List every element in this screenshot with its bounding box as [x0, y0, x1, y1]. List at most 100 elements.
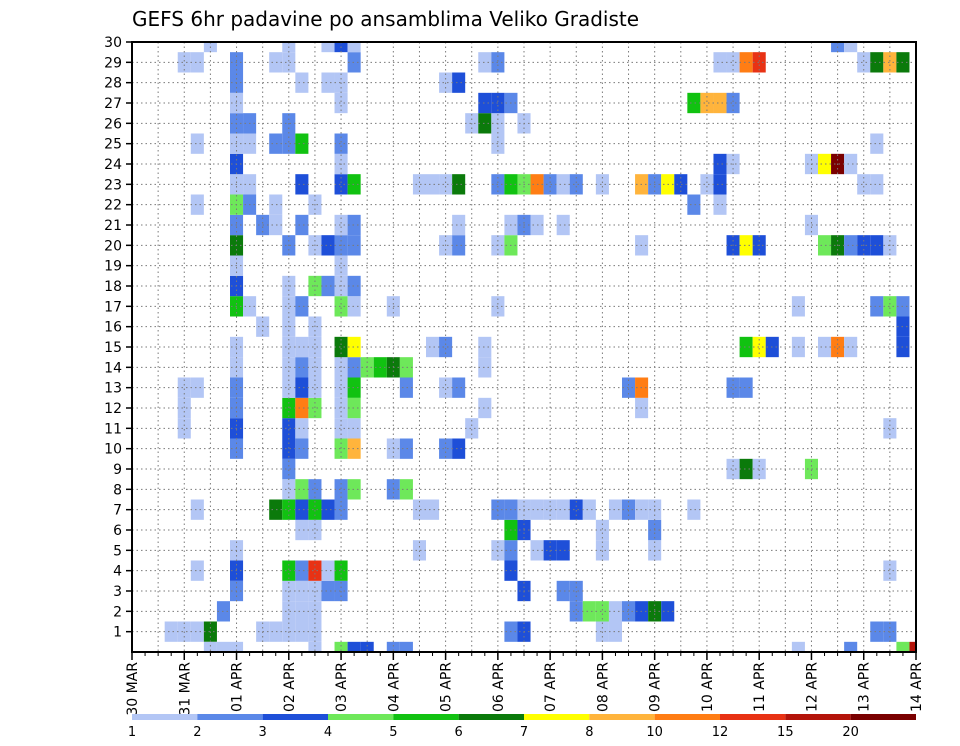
x-tick-label: 04 APR [386, 662, 402, 712]
y-tick-label: 23 [104, 177, 122, 193]
heatmap-cell [269, 621, 283, 642]
grid-lines [132, 42, 916, 652]
colorbar-swatch [654, 714, 720, 720]
heatmap-cell [687, 499, 701, 520]
heatmap-cell [412, 499, 426, 520]
heatmap-cell [844, 336, 858, 358]
y-tick-label: 20 [104, 238, 122, 254]
heatmap-cell [308, 377, 322, 398]
colorbar-swatch [132, 714, 198, 720]
heatmap-cell [726, 92, 740, 114]
heatmap-cell [386, 641, 400, 652]
heatmap-cell [282, 560, 296, 581]
y-axis-ticks: 1234567891011121314151617181920212223242… [104, 35, 132, 641]
heatmap-cell [295, 621, 309, 642]
y-tick-label: 7 [113, 503, 122, 519]
heatmap-cell [478, 336, 492, 358]
x-tick-label: 11 APR [752, 662, 768, 712]
heatmap-cell [177, 377, 191, 398]
colorbar-label: 15 [777, 725, 794, 740]
heatmap-cell [347, 641, 361, 652]
heatmap-cell [752, 52, 766, 73]
heatmap-cell [478, 52, 492, 73]
heatmap-cell [870, 235, 884, 256]
heatmap-cell [216, 641, 230, 652]
colorbar-label: 4 [324, 725, 332, 740]
x-tick-label: 08 APR [595, 662, 611, 712]
y-tick-label: 4 [113, 564, 122, 580]
heatmap-cell [883, 52, 897, 73]
heatmap-cell [399, 377, 413, 398]
heatmap-cell [190, 133, 204, 154]
heatmap-cell [595, 174, 609, 195]
colorbar-label: 10 [646, 725, 663, 740]
heatmap-cell [452, 72, 466, 93]
heatmap-cell [347, 397, 361, 419]
heatmap-cell [582, 601, 596, 622]
heatmap-cell [439, 438, 453, 459]
heatmap-cell [739, 458, 753, 480]
colorbar-swatch [197, 714, 263, 720]
heatmap-cell [295, 519, 309, 541]
heatmap-cell [282, 458, 296, 480]
heatmap-cell [818, 235, 832, 256]
heatmap-cell [818, 153, 832, 175]
heatmap-cell [308, 519, 322, 541]
heatmap-cell [857, 174, 871, 195]
heatmap-cell [412, 174, 426, 195]
heatmap-cell [282, 418, 296, 439]
heatmap-cell [622, 499, 636, 520]
heatmap-cell [190, 52, 204, 73]
heatmap-cell [713, 92, 727, 114]
y-tick-label: 22 [104, 198, 122, 214]
heatmap-cell [347, 275, 361, 297]
heatmap-cell [321, 42, 335, 53]
y-tick-label: 28 [104, 76, 122, 92]
heatmap-cell [752, 336, 766, 358]
heatmap-cell [426, 336, 440, 358]
heatmap-cell [870, 133, 884, 154]
x-tick-label: 13 APR [857, 662, 873, 712]
y-tick-label: 9 [113, 462, 122, 478]
heatmap-cell [439, 336, 453, 358]
colorbar-label: 20 [842, 725, 859, 740]
heatmap-cell [282, 133, 296, 154]
heatmap-cell [687, 194, 701, 215]
heatmap-cell [164, 621, 178, 642]
colorbar-label: 7 [520, 725, 528, 740]
y-tick-label: 17 [104, 299, 122, 315]
heatmap-cell [870, 621, 884, 642]
heatmap-cell [321, 560, 335, 581]
y-tick-label: 6 [113, 523, 122, 539]
heatmap-cell [452, 235, 466, 256]
heatmap-cell [282, 336, 296, 358]
heatmap-cell [347, 418, 361, 439]
heatmap-cell [282, 479, 296, 500]
heatmap-cell [295, 560, 309, 581]
heatmap-cell [465, 418, 479, 439]
heatmap-cell [700, 92, 714, 114]
heatmap-cell [308, 601, 322, 622]
heatmap-cell [569, 601, 583, 622]
y-tick-label: 16 [104, 320, 122, 336]
heatmap-cell [295, 499, 309, 520]
heatmap-cell [726, 52, 740, 73]
heatmap-cell [177, 418, 191, 439]
heatmap-cell [399, 479, 413, 500]
heatmap-cell [595, 601, 609, 622]
chart-title: GEFS 6hr padavine po ansamblima Veliko G… [132, 7, 639, 31]
heatmap-cell [739, 377, 753, 398]
y-tick-label: 11 [104, 421, 122, 437]
heatmap-cell [334, 499, 348, 520]
heatmap-cell [595, 519, 609, 541]
heatmap-cell [399, 438, 413, 459]
heatmap-cell [347, 357, 361, 378]
heatmap-cell [452, 377, 466, 398]
heatmap-cell [426, 174, 440, 195]
x-tick-label: 06 APR [491, 662, 507, 712]
y-tick-label: 24 [104, 157, 122, 173]
heatmap-cell [713, 52, 727, 73]
heatmap-cell [295, 336, 309, 358]
heatmap-cell [713, 174, 727, 195]
